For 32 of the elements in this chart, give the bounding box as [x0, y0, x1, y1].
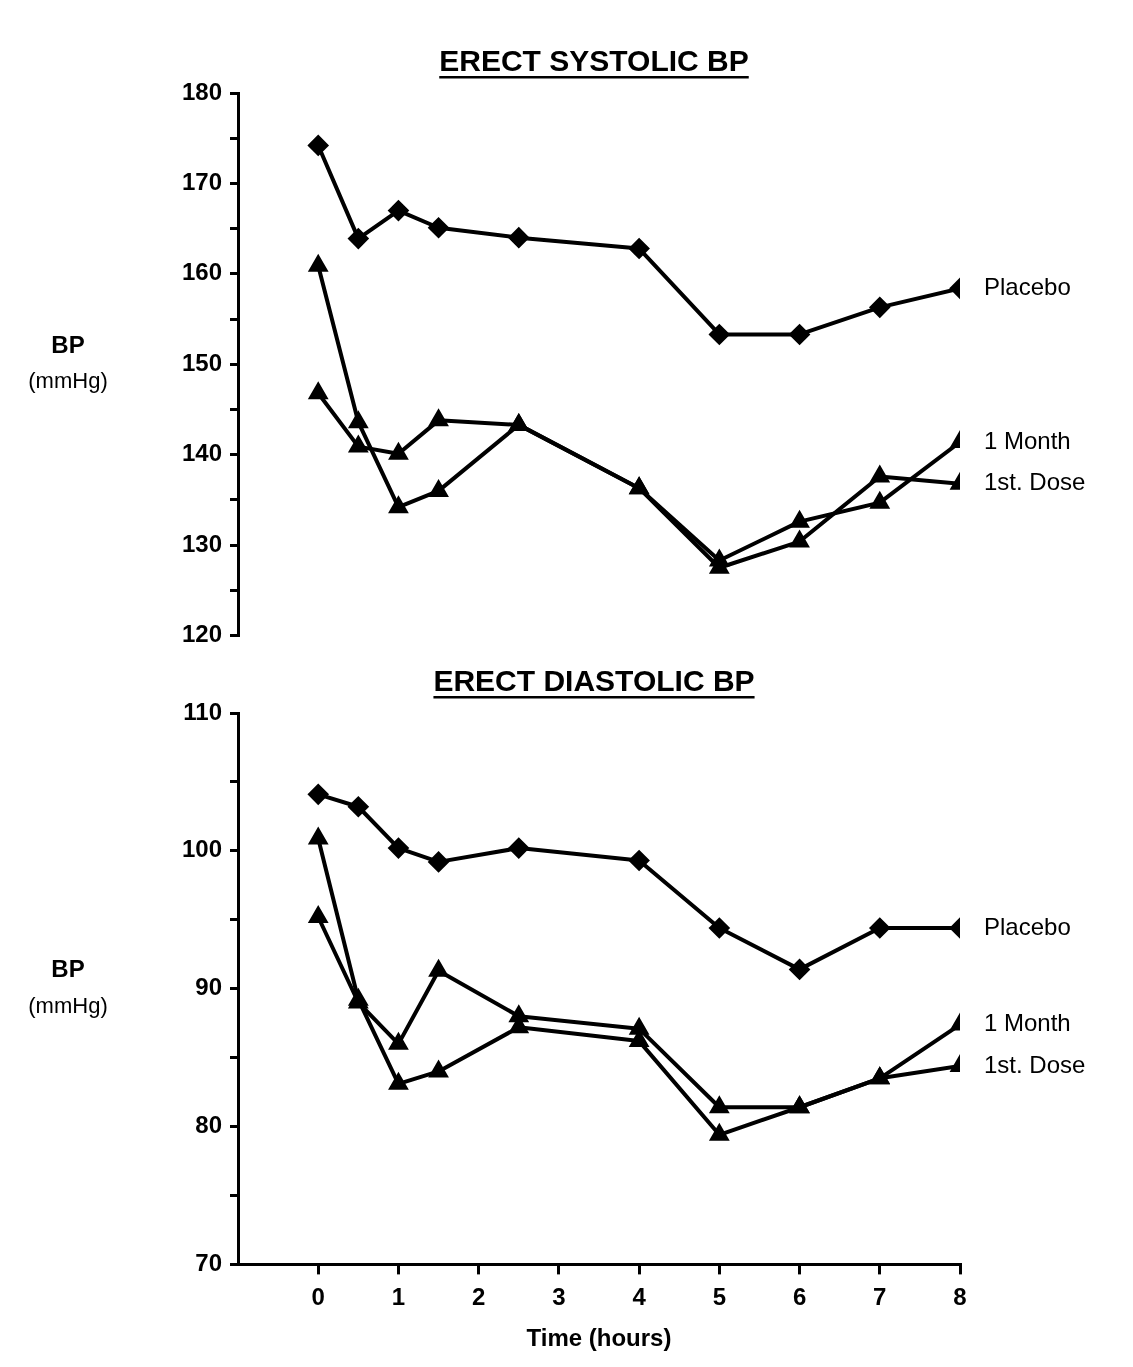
- series-label: 1st. Dose: [984, 468, 1086, 496]
- series-label: 1 Month: [984, 1009, 1071, 1037]
- x-tick-label: 0: [311, 1283, 325, 1311]
- y-tick-label: 150: [181, 348, 222, 376]
- x-tick-label: 2: [471, 1283, 486, 1311]
- y-tick-label: 100: [181, 835, 222, 863]
- y-tick-label: 130: [181, 529, 222, 557]
- x-tick-label: 7: [873, 1283, 887, 1311]
- y-tick-label: 140: [181, 439, 222, 467]
- chart-title: ERECT DIASTOLIC BP: [433, 664, 755, 697]
- y-tick-label: 110: [183, 697, 222, 725]
- series-label: 1st. Dose: [984, 1050, 1086, 1078]
- y-tick-label: 120: [181, 620, 222, 648]
- series-label: 1 Month: [984, 426, 1071, 454]
- y-tick-label: 90: [195, 973, 222, 1001]
- y-tick-label: 180: [181, 77, 222, 105]
- chart-title: ERECT SYSTOLIC BP: [439, 44, 749, 77]
- x-tick-label: 6: [792, 1283, 807, 1311]
- y-tick-label: 170: [181, 168, 222, 196]
- series-label: Placebo: [984, 912, 1071, 940]
- y-axis-title: BP (mmHg): [28, 955, 108, 1018]
- x-tick-label: 8: [953, 1283, 967, 1311]
- x-tick-label: 3: [552, 1283, 566, 1311]
- y-axis-title: BP (mmHg): [28, 330, 108, 394]
- x-tick-label: 4: [632, 1283, 647, 1311]
- y-tick-label: 160: [181, 258, 222, 286]
- y-tick-label: 70: [195, 1249, 222, 1277]
- series-label: Placebo: [984, 272, 1071, 300]
- x-axis-title: Time (hours): [526, 1324, 672, 1352]
- x-tick-label: 5: [712, 1283, 727, 1311]
- y-tick-label: 80: [195, 1111, 222, 1139]
- x-tick-label: 1: [391, 1283, 406, 1311]
